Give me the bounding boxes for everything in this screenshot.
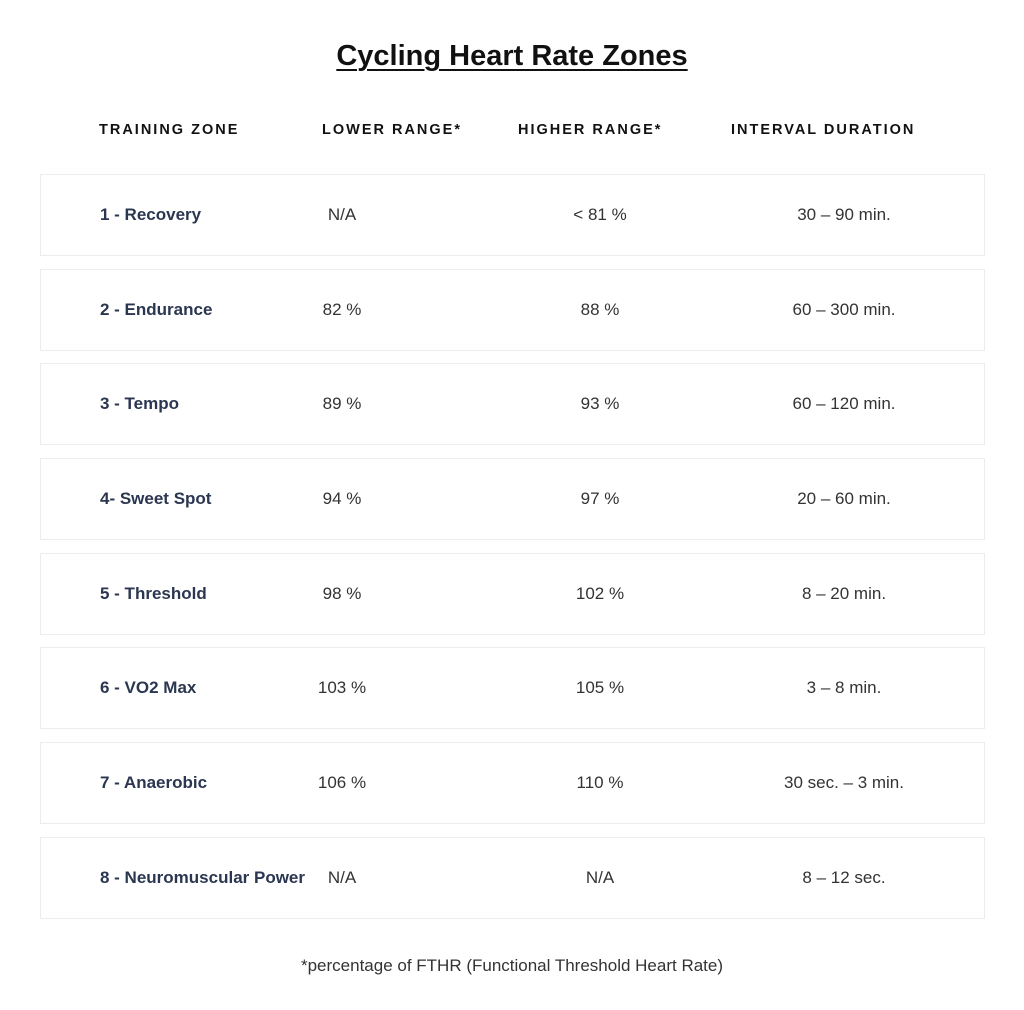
- header-lower-range: LOWER RANGE*: [322, 122, 462, 138]
- zones-table-body: 1 - Recovery N/A < 81 % 30 – 90 min. 2 -…: [40, 174, 985, 932]
- lower-range: 82 %: [322, 299, 362, 319]
- footnote: *percentage of FTHR (Functional Threshol…: [300, 956, 724, 975]
- higher-range: < 81 %: [573, 205, 627, 224]
- higher-range: 102 %: [575, 583, 625, 603]
- table-row: 3 - Tempo 89 % 93 % 60 – 120 min.: [40, 363, 985, 446]
- interval-duration: 8 – 20 min.: [801, 583, 887, 603]
- table-row: 6 - VO2 Max 103 % 105 % 3 – 8 min.: [40, 647, 985, 730]
- lower-range: 98 %: [322, 583, 362, 603]
- lower-range: 94 %: [322, 489, 362, 509]
- table-header: TRAINING ZONE LOWER RANGE* HIGHER RANGE*…: [0, 118, 1024, 142]
- zone-name: 5 - Threshold: [100, 583, 207, 603]
- interval-duration: 3 – 8 min.: [806, 678, 882, 698]
- zone-name: 2 - Endurance: [100, 299, 213, 319]
- zone-name: 1 - Recovery: [100, 205, 202, 224]
- table-row: 7 - Anaerobic 106 % 110 % 30 sec. – 3 mi…: [40, 742, 985, 825]
- header-training-zone: TRAINING ZONE: [99, 122, 240, 138]
- zone-name: 3 - Tempo: [100, 394, 180, 414]
- interval-duration: 8 – 12 sec.: [802, 867, 886, 887]
- lower-range: N/A: [327, 205, 357, 224]
- interval-duration: 20 – 60 min.: [797, 489, 891, 509]
- lower-range: 103 %: [317, 678, 367, 698]
- table-row: 5 - Threshold 98 % 102 % 8 – 20 min.: [40, 552, 985, 635]
- header-interval-duration: INTERVAL DURATION: [731, 122, 916, 138]
- interval-duration: 30 – 90 min.: [797, 205, 891, 224]
- lower-range: 89 %: [322, 394, 362, 414]
- interval-duration: 60 – 120 min.: [792, 394, 896, 414]
- higher-range: 110 %: [576, 773, 624, 793]
- table-row: 1 - Recovery N/A < 81 % 30 – 90 min.: [40, 174, 985, 256]
- zone-name: 6 - VO2 Max: [100, 678, 197, 698]
- higher-range: 97 %: [580, 489, 620, 509]
- page-title-text: Cycling Heart Rate Zones: [336, 40, 688, 72]
- header-higher-range: HIGHER RANGE*: [518, 122, 663, 138]
- table-row: 2 - Endurance 82 % 88 % 60 – 300 min.: [40, 268, 985, 351]
- page-title: Cycling Heart Rate Zones: [0, 36, 1024, 76]
- interval-duration: 60 – 300 min.: [792, 299, 896, 319]
- zone-name: 7 - Anaerobic: [100, 773, 208, 793]
- lower-range: 106 %: [317, 773, 367, 793]
- zone-name: 4- Sweet Spot: [100, 489, 212, 509]
- lower-range: N/A: [327, 867, 357, 887]
- table-row: 8 - Neuromuscular Power N/A N/A 8 – 12 s…: [40, 836, 985, 919]
- higher-range: N/A: [585, 867, 615, 887]
- table-row: 4- Sweet Spot 94 % 97 % 20 – 60 min.: [40, 458, 985, 541]
- zone-name: 8 - Neuromuscular Power: [100, 867, 306, 887]
- interval-duration: 30 sec. – 3 min.: [783, 773, 904, 793]
- higher-range: 93 %: [580, 394, 620, 414]
- higher-range: 105 %: [575, 678, 625, 698]
- higher-range: 88 %: [580, 299, 620, 319]
